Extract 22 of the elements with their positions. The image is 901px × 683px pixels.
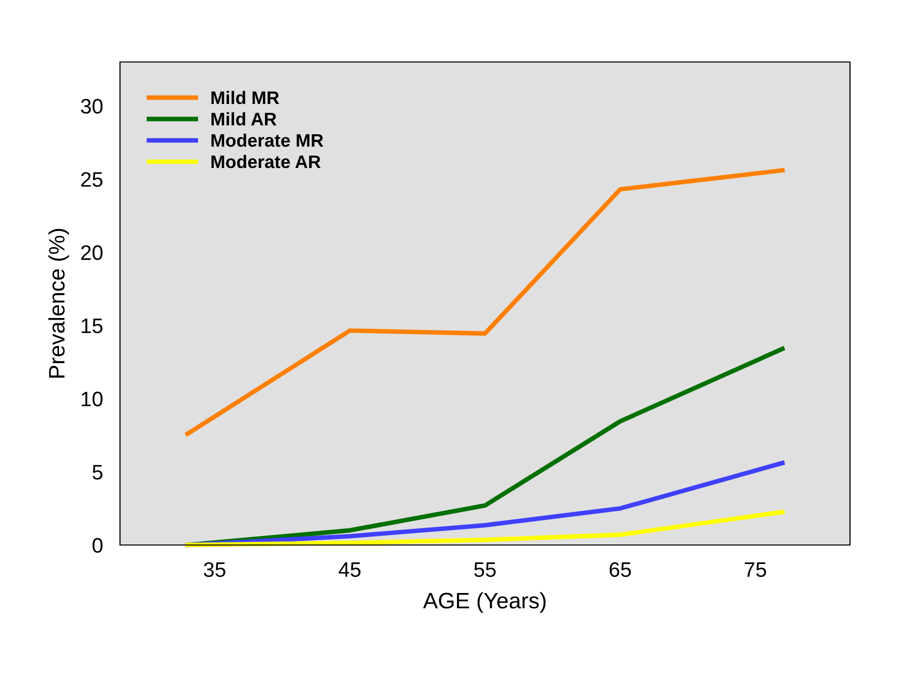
legend-label: Moderate AR (211, 154, 321, 168)
y-tick-label: 10 (82, 392, 103, 406)
line-series (185, 346, 785, 548)
y-tick-label: 5 (92, 465, 102, 480)
y-axis-title: Prevalence (%) (48, 228, 70, 378)
x-tick-label: 45 (338, 562, 361, 577)
x-tick-label: 75 (744, 562, 766, 577)
legend-label: Mild AR (211, 112, 276, 126)
x-axis-title: AGE (Years) (423, 592, 546, 613)
line-series (185, 510, 785, 548)
y-tick-label: 25 (81, 172, 102, 187)
x-tick-label: 65 (610, 562, 631, 577)
y-tick-label: 0 (92, 538, 103, 553)
x-tick-label: 55 (474, 562, 496, 577)
legend-label: Mild MR (211, 90, 280, 104)
line-series (185, 460, 785, 548)
legend-label: Moderate MR (211, 134, 324, 147)
y-tick-label: 30 (80, 98, 103, 114)
y-tick-label: 20 (81, 245, 103, 260)
x-tick-label: 35 (204, 562, 226, 577)
line-series (185, 168, 785, 436)
y-tick-label: 15 (82, 318, 102, 334)
